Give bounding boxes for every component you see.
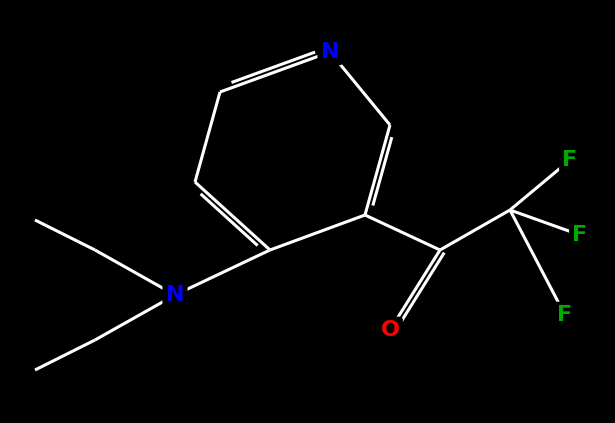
Text: N: N — [166, 285, 184, 305]
Text: F: F — [573, 225, 587, 245]
Text: F: F — [563, 150, 577, 170]
Text: O: O — [381, 320, 400, 340]
Text: F: F — [557, 305, 573, 325]
Text: N: N — [321, 42, 339, 62]
